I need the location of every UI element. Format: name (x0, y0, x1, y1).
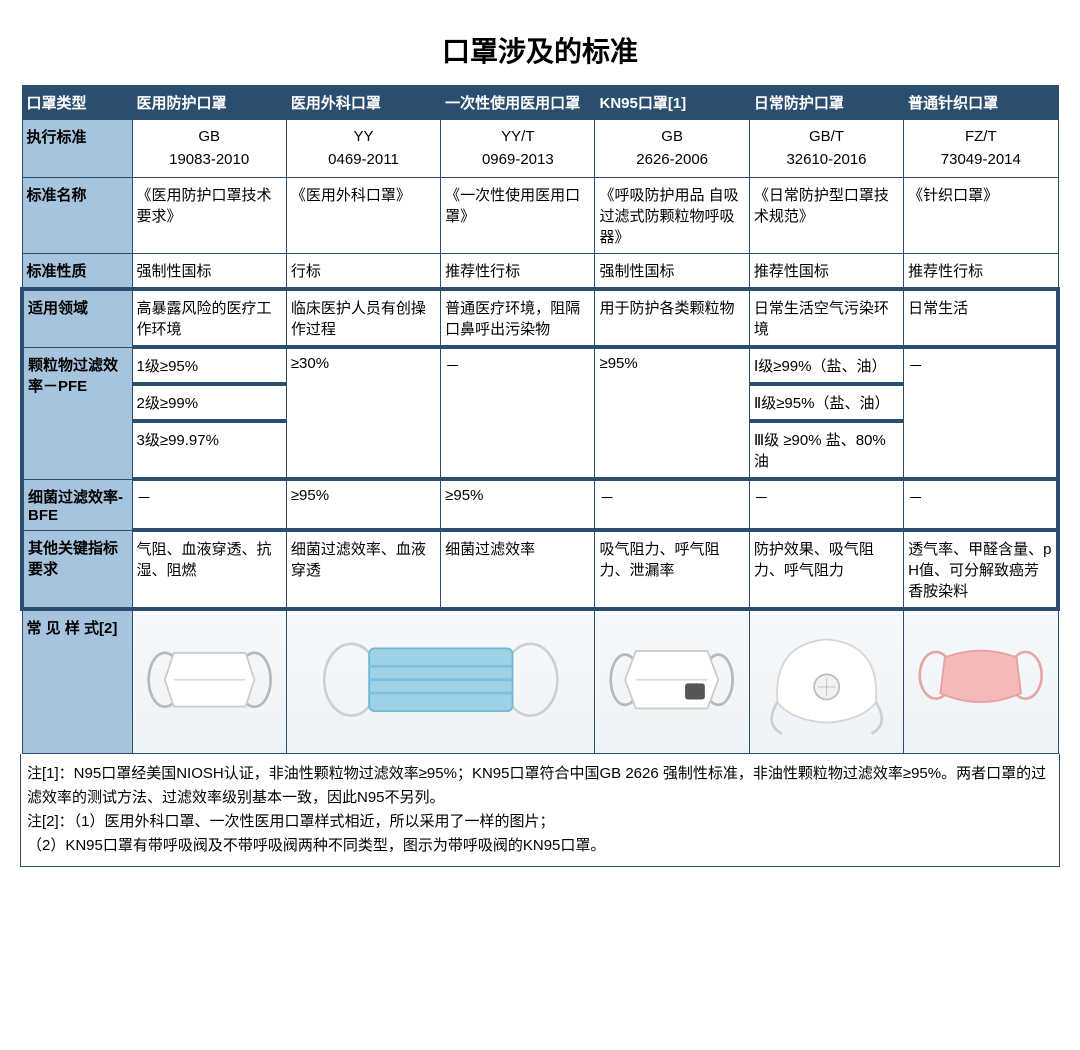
mask-image-c6 (904, 609, 1058, 753)
table-header-row: 口罩类型 医用防护口罩 医用外科口罩 一次性使用医用口罩 KN95口罩[1] 日… (22, 86, 1058, 120)
cell: GB2626-2006 (595, 120, 749, 178)
cell: 《呼吸防护用品 自吸过滤式防颗粒物呼吸器》 (595, 178, 749, 254)
cell: 2级≥99% (132, 384, 286, 421)
cell: 强制性国标 (132, 254, 286, 290)
cell: GB19083-2010 (132, 120, 286, 178)
cell: － (749, 479, 903, 530)
cell: 推荐性国标 (749, 254, 903, 290)
cell: ≥95% (441, 479, 595, 530)
cell: 《医用外科口罩》 (286, 178, 440, 254)
row-std-name: 标准名称 《医用防护口罩技术要求》 《医用外科口罩》 《一次性使用医用口罩》 《… (22, 178, 1058, 254)
cell: － (595, 479, 749, 530)
cell: － (904, 347, 1058, 479)
rowlbl-exec: 执行标准 (22, 120, 132, 178)
row-style: 常 见 样 式[2] (22, 609, 1058, 753)
cell: 用于防护各类颗粒物 (595, 289, 749, 347)
col-c4: KN95口罩[1] (595, 86, 749, 120)
row-std-nature: 标准性质 强制性国标 行标 推荐性行标 强制性国标 推荐性国标 推荐性行标 (22, 254, 1058, 290)
cell: 《医用防护口罩技术要求》 (132, 178, 286, 254)
note-1: 注[1]：N95口罩经美国NIOSH认证，非油性颗粒物过滤效率≥95%；KN95… (27, 762, 1053, 810)
col-type: 口罩类型 (22, 86, 132, 120)
cell: 推荐性行标 (441, 254, 595, 290)
col-c1: 医用防护口罩 (132, 86, 286, 120)
cell: 行标 (286, 254, 440, 290)
cell: 日常生活 (904, 289, 1058, 347)
footnotes: 注[1]：N95口罩经美国NIOSH认证，非油性颗粒物过滤效率≥95%；KN95… (20, 754, 1060, 867)
cell: ≥95% (286, 479, 440, 530)
cell: 1级≥95% (132, 347, 286, 384)
rowlbl-pfe: 颗粒物过滤效率－PFE (22, 347, 132, 479)
col-c3: 一次性使用医用口罩 (441, 86, 595, 120)
cell: Ⅲ级 ≥90% 盐、80%油 (749, 421, 903, 479)
cell: － (441, 347, 595, 479)
cell: Ⅰ级≥99%（盐、油） (749, 347, 903, 384)
rowlbl-other: 其他关键指标要求 (22, 530, 132, 609)
cell: 气阻、血液穿透、抗湿、阻燃 (132, 530, 286, 609)
cell: 高暴露风险的医疗工作环境 (132, 289, 286, 347)
cell: 吸气阻力、呼气阻力、泄漏率 (595, 530, 749, 609)
page-title: 口罩涉及的标准 (20, 30, 1060, 70)
cell: 推荐性行标 (904, 254, 1058, 290)
row-pfe-1: 颗粒物过滤效率－PFE 1级≥95% ≥30% － ≥95% Ⅰ级≥99%（盐、… (22, 347, 1058, 384)
row-exec-standard: 执行标准 GB19083-2010 YY0469-2011 YY/T0969-2… (22, 120, 1058, 178)
col-c5: 日常防护口罩 (749, 86, 903, 120)
rowlbl-stdname: 标准名称 (22, 178, 132, 254)
rowlbl-nature: 标准性质 (22, 254, 132, 290)
row-bfe: 细菌过滤效率-BFE － ≥95% ≥95% － － － (22, 479, 1058, 530)
cell: 透气率、甲醛含量、pH值、可分解致癌芳香胺染料 (904, 530, 1058, 609)
cell: 细菌过滤效率 (441, 530, 595, 609)
rowlbl-style: 常 见 样 式[2] (22, 609, 132, 753)
mask-image-c5 (749, 609, 903, 753)
cell: YY/T0969-2013 (441, 120, 595, 178)
cell: 防护效果、吸气阻力、呼气阻力 (749, 530, 903, 609)
cell: Ⅱ级≥95%（盐、油） (749, 384, 903, 421)
mask-image-c1 (132, 609, 286, 753)
cell: 临床医护人员有创操作过程 (286, 289, 440, 347)
col-c6: 普通针织口罩 (904, 86, 1058, 120)
cell: YY0469-2011 (286, 120, 440, 178)
rowlbl-domain: 适用领域 (22, 289, 132, 347)
mask-image-c2c3 (286, 609, 595, 753)
row-other: 其他关键指标要求 气阻、血液穿透、抗湿、阻燃 细菌过滤效率、血液穿透 细菌过滤效… (22, 530, 1058, 609)
cell: 普通医疗环境，阻隔口鼻呼出污染物 (441, 289, 595, 347)
mask-image-c4 (595, 609, 749, 753)
note-2: 注[2]：（1）医用外科口罩、一次性医用口罩样式相近，所以采用了一样的图片； (27, 810, 1053, 834)
cell: － (904, 479, 1058, 530)
rowlbl-bfe: 细菌过滤效率-BFE (22, 479, 132, 530)
standards-table: 口罩类型 医用防护口罩 医用外科口罩 一次性使用医用口罩 KN95口罩[1] 日… (20, 85, 1060, 754)
cell: 《针织口罩》 (904, 178, 1058, 254)
cell: 强制性国标 (595, 254, 749, 290)
cell: 细菌过滤效率、血液穿透 (286, 530, 440, 609)
row-domain: 适用领域 高暴露风险的医疗工作环境 临床医护人员有创操作过程 普通医疗环境，阻隔… (22, 289, 1058, 347)
cell: FZ/T73049-2014 (904, 120, 1058, 178)
cell: － (132, 479, 286, 530)
cell: 《日常防护型口罩技术规范》 (749, 178, 903, 254)
cell: ≥30% (286, 347, 440, 479)
cell: 《一次性使用医用口罩》 (441, 178, 595, 254)
note-3: （2）KN95口罩有带呼吸阀及不带呼吸阀两种不同类型，图示为带呼吸阀的KN95口… (27, 834, 1053, 858)
cell: ≥95% (595, 347, 749, 479)
cell: GB/T32610-2016 (749, 120, 903, 178)
cell: 3级≥99.97% (132, 421, 286, 479)
col-c2: 医用外科口罩 (286, 86, 440, 120)
cell: 日常生活空气污染环境 (749, 289, 903, 347)
